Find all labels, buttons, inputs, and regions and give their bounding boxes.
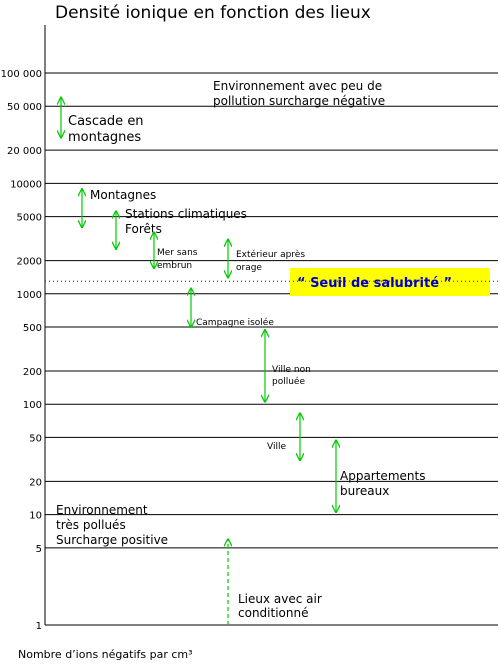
- y-tick-label: 5000: [17, 213, 42, 224]
- range-label: conditionné: [238, 606, 308, 620]
- range-label: Forêts: [125, 222, 162, 236]
- y-tick-label: 10: [29, 511, 42, 522]
- region-label: pollution surcharge négative: [213, 94, 385, 108]
- x-axis-label: Nombre d’ions négatifs par cm³: [18, 648, 193, 661]
- y-tick-label: 20: [29, 477, 42, 488]
- y-tick-label: 1000: [17, 290, 42, 301]
- y-tick-label: 100 000: [1, 69, 42, 80]
- y-tick-label: 10000: [10, 179, 42, 190]
- range-label: bureaux: [340, 484, 389, 498]
- region-label: Environnement: [56, 503, 148, 517]
- y-tick-label: 500: [23, 323, 42, 334]
- range-label: Lieux avec air: [238, 592, 322, 606]
- region-label: Environnement avec peu de: [213, 79, 382, 93]
- region-label: très pollués: [56, 518, 126, 532]
- range-label: Campagne isolée: [196, 317, 274, 328]
- range-label: Mer sans: [157, 248, 198, 258]
- range-label: Extérieur après: [236, 249, 305, 260]
- chart-title: Densité ionique en fonction des lieux: [55, 3, 371, 23]
- threshold-label-box: [290, 268, 490, 296]
- region-label: Surcharge positive: [56, 533, 168, 547]
- y-tick-label: 20 000: [7, 146, 42, 157]
- range-label: orage: [236, 263, 262, 273]
- y-tick-label: 50: [29, 433, 42, 444]
- range-label: embrun: [157, 261, 192, 271]
- range-label: Montagnes: [90, 188, 156, 202]
- range-label: polluée: [272, 376, 305, 387]
- range-label: Stations climatiques: [125, 207, 247, 221]
- y-tick-label: 2000: [17, 257, 42, 268]
- y-tick-label: 50 000: [7, 102, 42, 113]
- range-label: montagnes: [68, 130, 141, 145]
- threshold-label: “ Seuil de salubrité ”: [297, 276, 452, 291]
- y-tick-label: 1: [36, 621, 42, 632]
- range-label: Appartements: [340, 469, 425, 483]
- y-tick-label: 5: [36, 544, 42, 555]
- y-tick-label: 100: [23, 400, 42, 411]
- range-label: Ville non: [272, 365, 311, 375]
- y-tick-label: 200: [23, 367, 42, 378]
- range-label: Cascade en: [68, 114, 144, 129]
- range-label: Ville: [267, 442, 286, 452]
